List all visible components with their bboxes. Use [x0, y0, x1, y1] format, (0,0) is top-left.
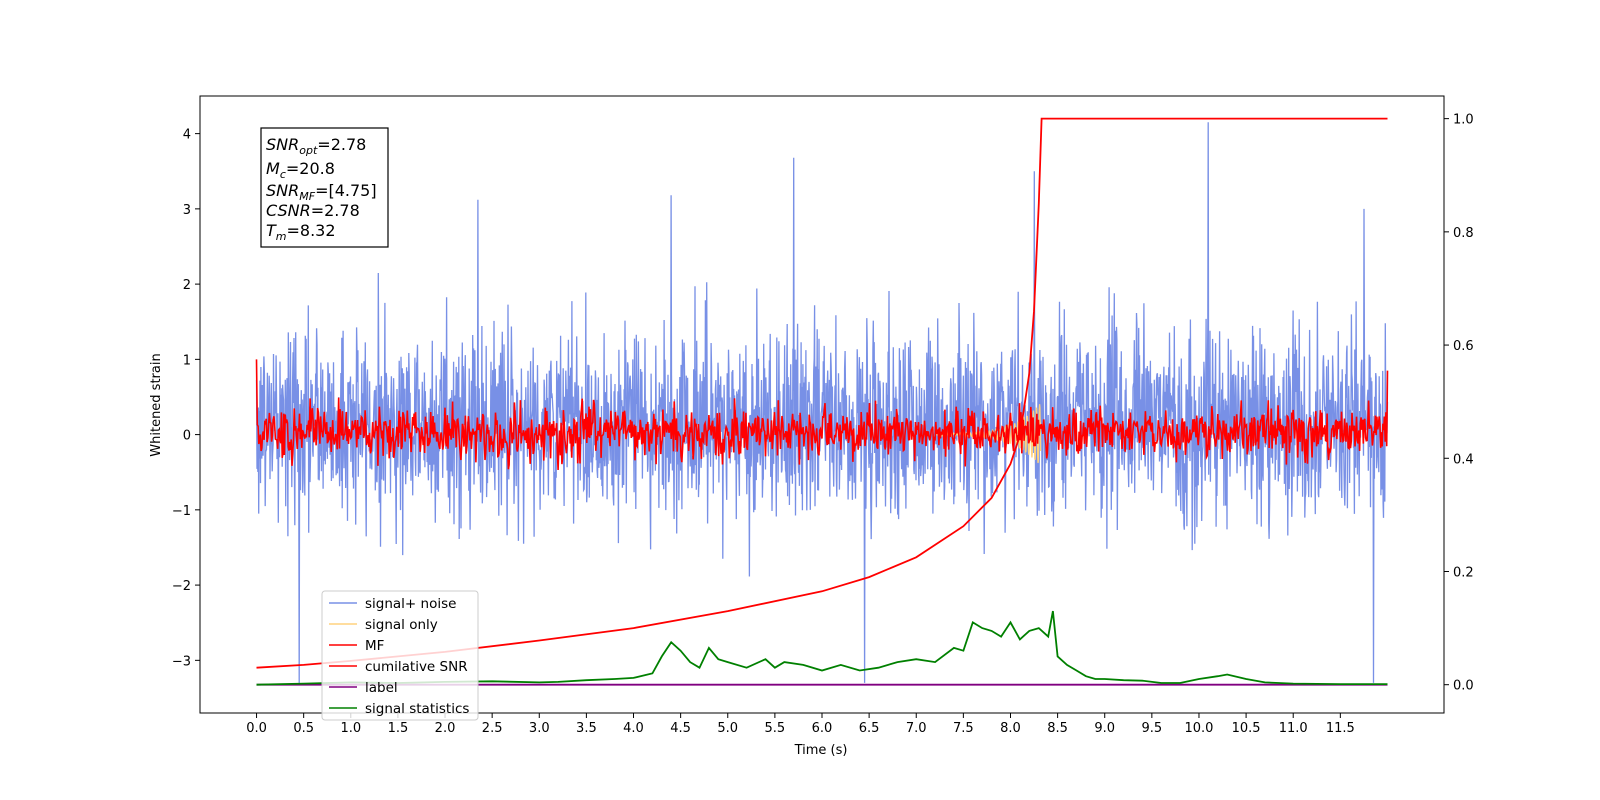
csnr-val: =2.78	[311, 201, 360, 220]
snr-mf-val: =[4.75]	[315, 181, 377, 200]
tm-sub: m	[276, 230, 287, 243]
tm-val: =8.32	[287, 221, 336, 240]
legend-frame	[321, 590, 479, 721]
annotation-snr-opt: SNRopt=2.78	[266, 135, 366, 157]
legend-label-signal-only: signal only	[365, 617, 438, 633]
legend-label-cumulative-snr: cumilative SNR	[365, 659, 468, 675]
annotation-mc: Mc=20.8	[266, 159, 335, 181]
x-tick-label: 7.5	[953, 721, 974, 736]
legend: signal+ noise signal only MF cumilative …	[321, 590, 479, 721]
csnr-base: CSNR	[266, 201, 311, 220]
annotation-csnr: CSNR=2.78	[266, 201, 360, 220]
y-tick-label: −1	[172, 504, 191, 519]
y2-tick-label: 0.0	[1453, 679, 1474, 694]
y2-tick-label: 1.0	[1453, 113, 1474, 128]
mc-base: M	[266, 159, 280, 178]
legend-label-label: label	[365, 680, 398, 696]
x-tick-label: 2.5	[482, 721, 503, 736]
x-tick-label: 0.5	[293, 721, 314, 736]
x-tick-label: 7.0	[906, 721, 927, 736]
x-tick-label: 9.0	[1094, 721, 1115, 736]
signal-noise-series	[255, 122, 1389, 683]
annotation-snr-mf: SNRMF=[4.75]	[266, 181, 377, 203]
y2-tick-label: 0.8	[1453, 226, 1474, 241]
x-tick-label: 3.0	[529, 721, 550, 736]
legend-label-mf: MF	[365, 638, 384, 654]
x-tick-label: 0.0	[246, 721, 267, 736]
mc-val: =20.8	[286, 159, 335, 178]
mc-sub: c	[280, 168, 286, 181]
x-tick-label: 1.5	[388, 721, 409, 736]
x-tick-label: 11.5	[1326, 721, 1355, 736]
x-tick-label: 10.5	[1232, 721, 1261, 736]
tm-base: T	[266, 221, 277, 240]
snr-mf-sub: MF	[299, 190, 315, 203]
legend-label-signal-statistics: signal statistics	[365, 701, 469, 717]
annotation-box: SNRopt=2.78 Mc=20.8 SNRMF=[4.75] CSNR=2.…	[260, 127, 389, 248]
x-tick-label: 6.0	[812, 721, 833, 736]
y-tick-label: 1	[183, 353, 191, 368]
x-tick-label: 5.5	[765, 721, 786, 736]
x-tick-label: 5.0	[717, 721, 738, 736]
mf-line	[255, 359, 1389, 471]
x-tick-label: 9.5	[1142, 721, 1163, 736]
annotation-tm: Tm=8.32	[266, 221, 336, 243]
y-tick-label: 3	[183, 203, 191, 218]
annotation-frame	[260, 127, 389, 248]
x-tick-label: 1.0	[340, 721, 361, 736]
y2-tick-label: 0.4	[1453, 452, 1474, 467]
y-tick-label: −3	[172, 654, 191, 669]
x-axis-ticks: 0.0 0.5 1.0 1.5 2.0 2.5 3.0 3.5 4.0 4.5 5.0 5.5 6.0 6…	[246, 713, 1355, 736]
x-tick-label: 8.0	[1000, 721, 1021, 736]
y2-tick-label: 0.2	[1453, 565, 1474, 580]
y-axis-label: Whitened strain	[149, 353, 164, 456]
y2-tick-label: 0.6	[1453, 339, 1474, 354]
x-axis-label: Time (s)	[794, 743, 848, 758]
x-tick-label: 10.0	[1184, 721, 1213, 736]
snr-opt-sub: opt	[299, 144, 318, 157]
x-tick-label: 2.0	[435, 721, 456, 736]
y2-axis-ticks: 1.0 0.8 0.6 0.4 0.2 0.0	[1444, 113, 1474, 694]
signal-noise-line	[255, 122, 1389, 683]
x-tick-label: 11.0	[1279, 721, 1308, 736]
y-tick-label: −2	[172, 579, 191, 594]
y-tick-label: 4	[183, 128, 191, 143]
x-tick-label: 8.5	[1047, 721, 1068, 736]
signal-statistics-series	[256, 610, 1388, 686]
x-tick-label: 6.5	[859, 721, 880, 736]
y-tick-label: 0	[183, 429, 191, 444]
x-tick-label: 4.5	[670, 721, 691, 736]
x-tick-label: 4.0	[623, 721, 644, 736]
legend-label-signal-noise: signal+ noise	[365, 596, 456, 612]
snr-opt-val: =2.78	[317, 135, 366, 154]
signal-statistics-line	[256, 610, 1388, 686]
snr-opt-base: SNR	[266, 135, 299, 154]
mf-series	[255, 359, 1389, 471]
snr-mf-base: SNR	[266, 181, 299, 200]
y-axis-ticks: 4 3 2 1 0 −1 −2 −3	[172, 128, 200, 669]
x-tick-label: 3.5	[576, 721, 597, 736]
y-tick-label: 2	[183, 278, 191, 293]
